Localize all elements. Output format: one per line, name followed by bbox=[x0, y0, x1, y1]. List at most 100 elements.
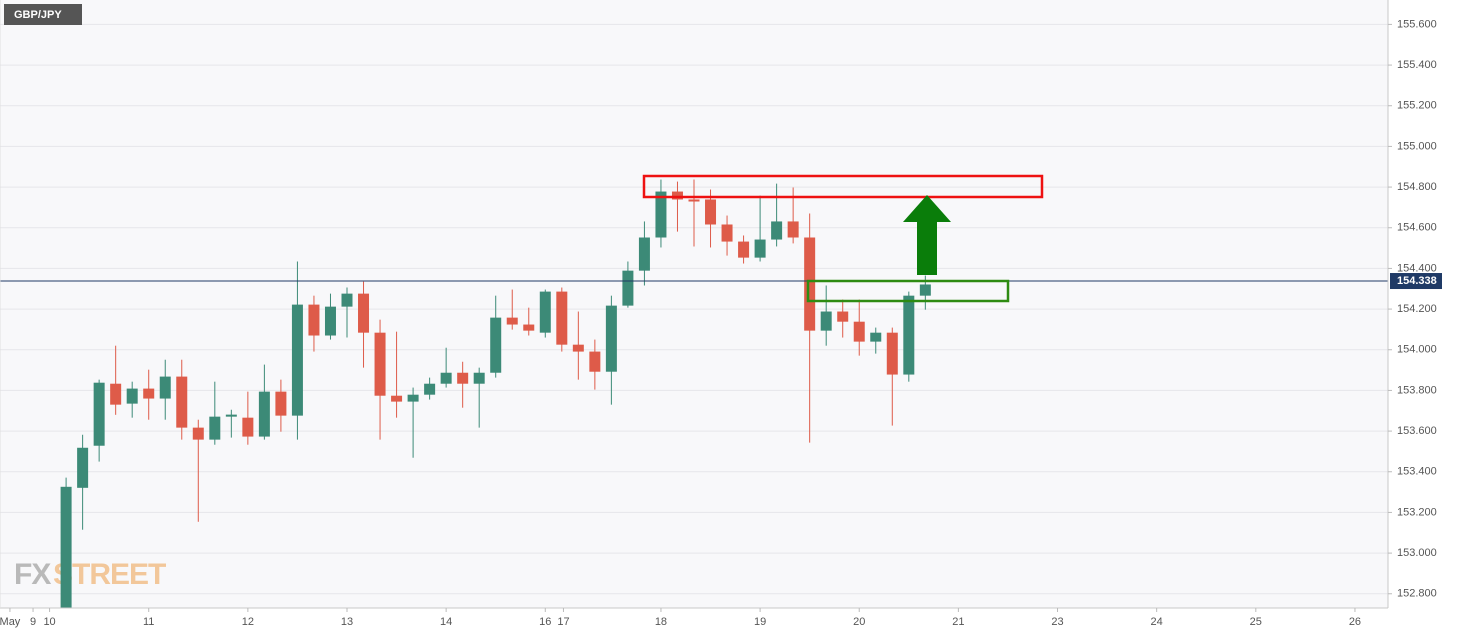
candle-body bbox=[308, 304, 320, 336]
x-tick-label: 11 bbox=[143, 616, 154, 628]
candle-body bbox=[60, 486, 72, 608]
y-tick-label: 153.400 bbox=[1397, 466, 1437, 478]
candle-body bbox=[192, 427, 204, 440]
candle-body bbox=[93, 382, 105, 446]
candle-body bbox=[176, 376, 188, 428]
x-tick-label: 26 bbox=[1349, 616, 1361, 628]
x-tick-label: 21 bbox=[952, 616, 964, 628]
candle-body bbox=[787, 221, 799, 238]
candle-body bbox=[242, 417, 254, 437]
candle-body bbox=[291, 304, 303, 416]
x-tick-label: 16 bbox=[539, 616, 551, 628]
up-arrow bbox=[903, 195, 951, 275]
candle-body bbox=[738, 241, 750, 258]
candle-body bbox=[589, 351, 601, 372]
x-tick-label: 13 bbox=[341, 616, 353, 628]
candle-body bbox=[539, 291, 551, 333]
y-tick-label: 153.800 bbox=[1397, 384, 1437, 396]
y-tick-label: 154.400 bbox=[1397, 262, 1437, 274]
x-tick-label: 12 bbox=[242, 616, 254, 628]
candle-body bbox=[457, 372, 469, 384]
candle-body bbox=[275, 391, 287, 416]
y-tick-label: 155.000 bbox=[1397, 140, 1437, 152]
last-price-label: 154.338 bbox=[1397, 275, 1437, 287]
candle-body bbox=[324, 306, 336, 336]
plot-background bbox=[0, 0, 1388, 608]
candle-body bbox=[506, 317, 518, 325]
x-tick-label: 14 bbox=[440, 616, 452, 628]
candle-body bbox=[159, 376, 171, 399]
candle-body bbox=[705, 199, 717, 225]
x-tick-label: 9 bbox=[30, 616, 36, 628]
candle-body bbox=[721, 224, 733, 242]
candle-body bbox=[622, 270, 634, 306]
candle-body bbox=[671, 191, 683, 200]
candle-body bbox=[523, 324, 535, 331]
support-box bbox=[806, 279, 1010, 303]
annotations bbox=[642, 174, 1044, 303]
y-tick-label: 154.800 bbox=[1397, 181, 1437, 193]
y-tick-label: 153.000 bbox=[1397, 547, 1437, 559]
y-tick-label: 155.600 bbox=[1397, 18, 1437, 30]
x-tick-label: 20 bbox=[853, 616, 865, 628]
candle-body bbox=[258, 391, 270, 437]
candle-body bbox=[886, 332, 898, 375]
y-tick-label: 154.000 bbox=[1397, 344, 1437, 356]
x-tick-label: May bbox=[0, 616, 21, 628]
y-tick-label: 155.200 bbox=[1397, 100, 1437, 112]
candle-body bbox=[440, 372, 452, 384]
candle-body bbox=[358, 293, 370, 333]
y-tick-label: 153.200 bbox=[1397, 506, 1437, 518]
candle-body bbox=[804, 237, 816, 331]
candle-body bbox=[820, 311, 832, 331]
candle-body bbox=[225, 414, 237, 417]
candle-body bbox=[919, 284, 931, 296]
candle-body bbox=[374, 332, 386, 396]
candle-body bbox=[77, 447, 89, 488]
candle-body bbox=[209, 416, 221, 440]
x-tick-label: 18 bbox=[655, 616, 667, 628]
x-tick-label: 24 bbox=[1151, 616, 1163, 628]
symbol-box bbox=[4, 4, 82, 25]
candle-body bbox=[754, 239, 766, 258]
candle-body bbox=[424, 383, 436, 395]
x-tick-label: 25 bbox=[1250, 616, 1262, 628]
x-tick-label: 23 bbox=[1051, 616, 1063, 628]
watermark: FX STREET bbox=[14, 558, 167, 591]
candle-body bbox=[556, 291, 568, 345]
candle-body bbox=[391, 395, 403, 402]
y-tick-label: 153.600 bbox=[1397, 425, 1437, 437]
candle-body bbox=[655, 191, 667, 238]
candle-body bbox=[110, 383, 122, 405]
candle-body bbox=[903, 295, 915, 375]
candle-body bbox=[143, 388, 155, 399]
watermark-fx: FX bbox=[14, 558, 51, 591]
candle-body bbox=[771, 221, 783, 240]
x-tick-label: 19 bbox=[754, 616, 766, 628]
candle-body bbox=[572, 344, 584, 352]
x-tick-label: 17 bbox=[557, 616, 569, 628]
candle-body bbox=[490, 317, 502, 373]
candle-body bbox=[341, 293, 353, 307]
candle-body bbox=[126, 388, 138, 404]
axes: 152.800 153.000 153.200 153.400 153.600 153.8… bbox=[0, 18, 1442, 628]
candle-body bbox=[870, 332, 882, 342]
y-tick-label: 152.800 bbox=[1397, 588, 1437, 600]
candle-body bbox=[853, 321, 865, 342]
x-tick-label: 10 bbox=[43, 616, 55, 628]
candle-body bbox=[638, 237, 650, 271]
candle-body bbox=[837, 311, 849, 322]
y-tick-label: 154.600 bbox=[1397, 222, 1437, 234]
candles bbox=[60, 179, 931, 608]
last-price-box bbox=[1390, 273, 1442, 290]
candle-body bbox=[688, 199, 700, 202]
y-tick-label: 154.200 bbox=[1397, 303, 1437, 315]
candle-body bbox=[407, 394, 419, 402]
candle-body bbox=[473, 372, 485, 384]
candle-body bbox=[605, 305, 617, 372]
watermark-street: STREET bbox=[53, 558, 166, 591]
y-tick-label: 155.400 bbox=[1397, 59, 1437, 71]
grid bbox=[0, 23, 1388, 595]
resistance-box bbox=[642, 174, 1044, 199]
